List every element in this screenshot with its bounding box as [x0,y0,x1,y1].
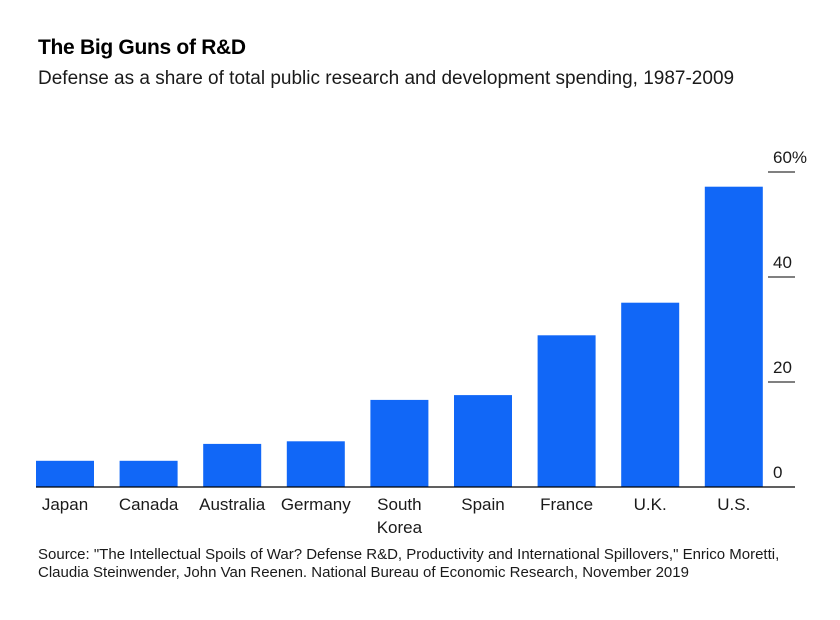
bar-canada [119,460,178,488]
x-tick-label: Spain [461,495,504,514]
bar-u-s- [704,186,763,487]
x-tick-label: Canada [119,495,179,514]
bar-germany [286,441,345,487]
bar-australia [203,443,262,487]
y-tick-label: 40 [773,253,792,272]
y-tick-label: 0 [773,463,782,482]
chart-title: The Big Guns of R&D [38,36,246,59]
source-note: Source: "The Intellectual Spoils of War?… [38,546,780,581]
bar-chart: 0 20 40 60% Japan Canada Australia Germany South… [36,148,807,537]
x-tick-label: South Korea [377,495,423,537]
bar-u-k- [621,302,680,487]
x-tick-label: Australia [199,495,266,514]
x-tick-label: France [540,495,593,514]
bar-japan [36,460,94,488]
bar-france [537,335,596,487]
chart-subtitle: Defense as a share of total public resea… [38,68,735,89]
y-tick-label: 20 [773,358,792,377]
y-tick-label: 60% [773,148,807,167]
x-tick-label: U.K. [634,495,667,514]
x-tick-label: Germany [281,495,351,514]
bar-spain [454,395,512,487]
x-tick-label: Japan [42,495,88,514]
bar-south-korea [370,399,429,487]
x-tick-label: U.S. [717,495,750,514]
